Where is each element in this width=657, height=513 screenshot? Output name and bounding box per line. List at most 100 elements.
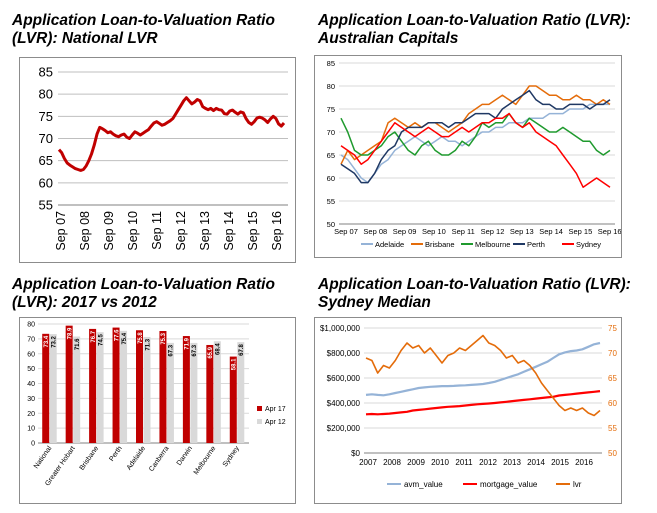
x-tick-label: Sep 11 [150,211,164,250]
y-tick-label: 55 [39,198,53,213]
x-tick-label: 2010 [431,458,449,467]
category-label: Melbourne [193,445,218,476]
legend-label: avm_value [404,480,443,489]
y-tick-label: 60 [27,351,35,358]
bar-apr-12 [120,330,128,443]
x-tick-label: Sep 09 [393,227,417,236]
data-label: 76.7 [91,330,97,342]
data-label: 71.6 [75,338,81,350]
bar-apr-17 [42,333,50,443]
x-tick-label: Sep 14 [539,227,563,236]
x-tick-label: Sep 07 [54,211,68,251]
category-label: Canberra [148,445,171,473]
bar-apr-12 [73,336,81,443]
category-label: Adelaide [126,445,147,471]
title-line: Sydney Median [318,294,431,311]
series-line-adelaide [340,103,610,184]
x-tick-label: Sep 12 [481,227,505,236]
y-right-tick-label: 55 [608,424,617,433]
bar-apr-12 [143,336,151,443]
data-label: 75.4 [122,332,128,344]
y-left-tick-label: $400,000 [327,399,361,408]
data-label: 67.3 [192,344,198,356]
x-tick-label: Sep 15 [569,227,593,236]
y-tick-label: 70 [39,131,53,146]
chart-frame-vs2012: 0 10 20 30 40 50 60 70 80 73.4 73.2 National 78.9 71.… [19,317,296,504]
title-line: Australian Capitals [318,30,459,47]
x-tick-label: Sep 14 [222,211,236,251]
x-tick-label: Sep 08 [78,211,92,251]
y-left-tick-label: $1,000,000 [320,324,361,333]
category-label: Perth [108,445,123,463]
y-tick-label: 50 [27,366,35,373]
bar-apr-12 [49,334,57,443]
title-line: Application Loan-to-Valuation Ratio [12,276,275,293]
y-tick-label: 10 [27,426,35,433]
x-tick-label: Sep 13 [510,227,534,236]
data-label: 67.8 [239,343,245,355]
y-left-tick-label: $0 [351,449,360,458]
x-tick-label: 2007 [359,458,377,467]
x-tick-label: Sep 12 [174,211,188,251]
national-lvr-chart: 55 60 65 70 75 80 85 Sep 07 Sep 08 Sep 09 Sep 10 Se… [39,65,288,251]
y-tick-label: 40 [27,381,35,388]
data-label: 75.3 [161,332,167,344]
data-label: 75.8 [138,332,144,344]
data-label: 73.4 [44,335,50,347]
data-label: 71.9 [185,337,191,349]
bar-apr-12 [213,341,221,443]
chart-title-vs2012: Application Loan-to-Valuation Ratio (LVR… [12,276,332,312]
chart-frame-sydney: $0 $200,000 $400,000 $600,000 $800,000 $1,000… [314,317,622,504]
title-line: (LVR): National LVR [12,30,158,47]
y-tick-label: 65 [39,153,53,168]
data-label: 77.6 [114,329,120,341]
x-tick-label: Sep 15 [246,211,260,251]
series-line-brisbane [340,85,611,165]
chart-frame-capitals: 50 55 60 65 70 75 80 85 Sep 07 Sep 08 Sep 09 Sep 10… [314,55,622,258]
y-tick-label: 85 [39,65,53,80]
x-tick-label: Sep 10 [126,211,140,251]
legend-swatch [257,406,262,411]
y-tick-label: 70 [27,336,35,343]
y-tick-label: 55 [327,197,335,206]
y-tick-label: 50 [327,220,335,229]
data-label: 78.9 [67,327,73,339]
category-label: National [33,445,54,470]
y-right-tick-label: 60 [608,399,617,408]
y-tick-label: 80 [27,322,35,329]
chart-title-national: Application Loan-to-Valuation Ratio (LVR… [12,12,332,48]
bar-apr-12 [96,332,104,443]
data-label: 65.9 [208,346,214,358]
bar-apr-17 [206,344,214,443]
y-tick-label: 20 [27,411,35,418]
y-tick-label: 85 [327,59,335,68]
legend-label: Apr 12 [265,419,286,426]
x-tick-label: Sep 16 [598,227,621,236]
legend-label: Apr 17 [265,406,286,413]
bar-apr-17 [229,356,237,443]
legend-label: Perth [527,240,545,249]
title-line: Application Loan-to-Valuation Ratio (LVR… [318,276,631,293]
x-tick-label: 2011 [455,458,473,467]
category-label: Sydney [222,445,241,469]
x-tick-label: 2008 [383,458,401,467]
legend-label: Adelaide [375,240,404,249]
bar-apr-12 [237,342,245,443]
bar-apr-17 [89,328,97,443]
data-label: 58.1 [232,358,238,370]
series-line-perth [340,89,611,184]
legend-label: Brisbane [425,240,455,249]
y-tick-label: 0 [31,441,35,448]
data-label: 73.2 [51,335,57,347]
data-label: 68.4 [216,343,222,355]
category-label: Brisbane [79,445,101,472]
y-right-tick-label: 50 [608,449,617,458]
x-tick-label: Sep 07 [334,227,358,236]
series-line-melbourne [340,112,611,156]
y-tick-label: 60 [327,174,335,183]
y-tick-label: 75 [327,105,335,114]
x-tick-label: 2015 [551,458,569,467]
bar-apr-12 [190,342,198,443]
legend-label: Sydney [576,240,601,249]
y-left-tick-label: $200,000 [327,424,361,433]
